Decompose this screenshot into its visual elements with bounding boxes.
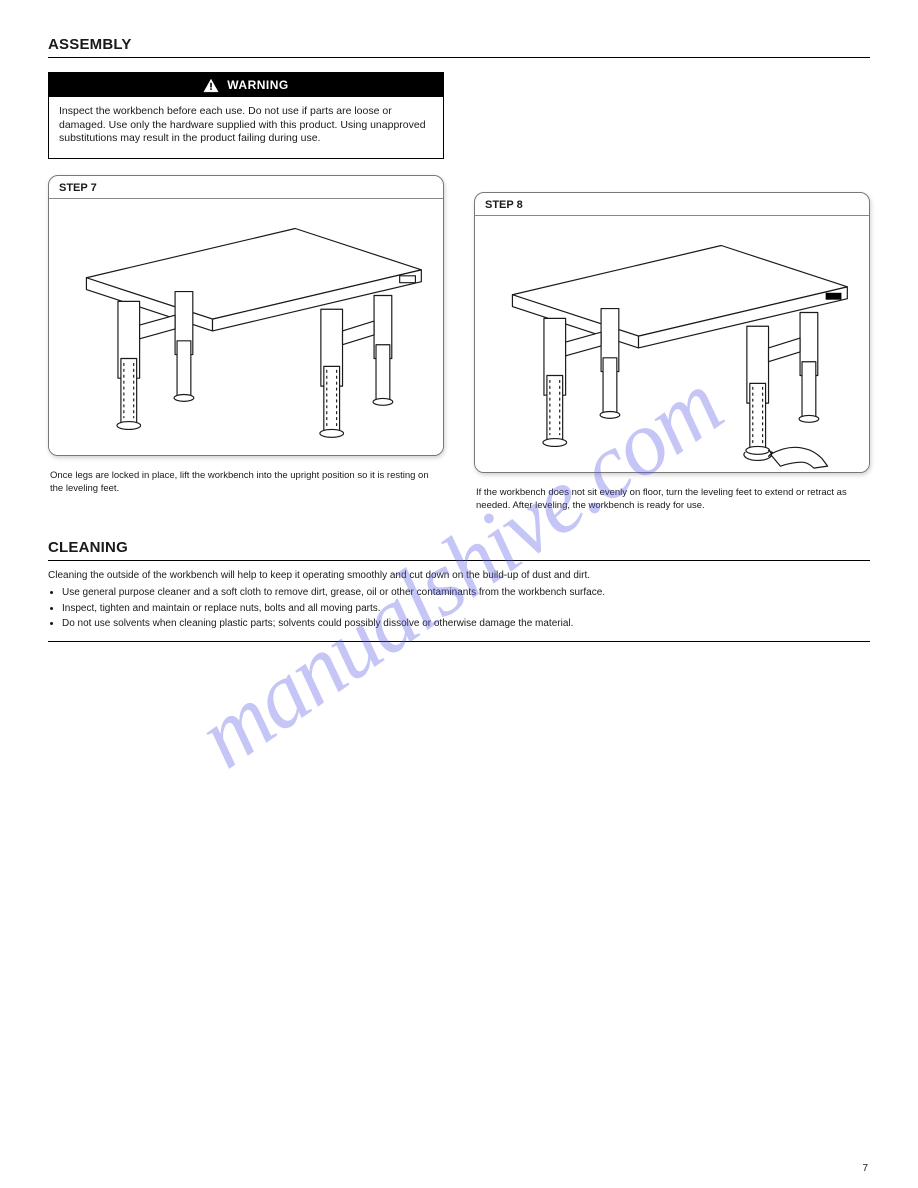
warning-header-text: WARNING [227, 78, 289, 92]
step7-panel: STEP 7 [48, 175, 444, 456]
warning-body: Inspect the workbench before each use. D… [49, 97, 443, 158]
step8-illustration [475, 216, 869, 472]
section-rule-2 [48, 560, 870, 561]
cleaning-list: Use general purpose cleaner and a soft c… [62, 586, 870, 631]
cleaning-item: Inspect, tighten and maintain or replace… [62, 602, 870, 616]
step7-label: STEP 7 [49, 176, 443, 199]
warning-box: WARNING Inspect the workbench before eac… [48, 72, 444, 159]
cleaning-item: Use general purpose cleaner and a soft c… [62, 586, 870, 600]
warning-icon [203, 78, 219, 93]
step8-caption: If the workbench does not sit evenly on … [474, 483, 870, 513]
step7-illustration [49, 199, 443, 455]
assembly-title: ASSEMBLY [48, 36, 870, 53]
section-rule [48, 57, 870, 58]
section-rule-3 [48, 641, 870, 642]
page-number: 7 [862, 1163, 868, 1174]
cleaning-intro: Cleaning the outside of the workbench wi… [48, 569, 870, 583]
step8-panel: STEP 8 [474, 192, 870, 473]
step7-caption: Once legs are locked in place, lift the … [48, 466, 444, 496]
cleaning-item: Do not use solvents when cleaning plasti… [62, 617, 870, 631]
cleaning-title: CLEANING [48, 539, 870, 556]
step8-label: STEP 8 [475, 193, 869, 216]
